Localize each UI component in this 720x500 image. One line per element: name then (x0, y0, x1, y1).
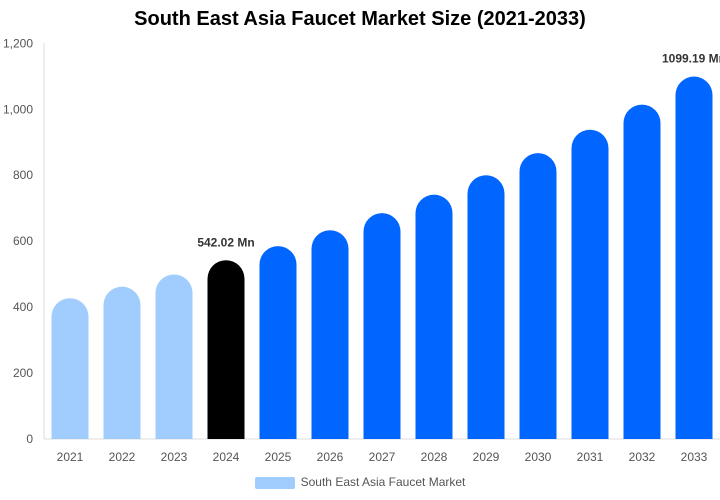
data-label: 542.02 Mn (197, 235, 254, 249)
y-tick-label: 1,000 (3, 102, 33, 116)
x-tick-label: 2029 (473, 450, 500, 464)
x-tick-label: 2027 (369, 450, 396, 464)
y-tick-label: 200 (13, 366, 33, 380)
legend-label: South East Asia Faucet Market (300, 475, 466, 489)
data-label: 1099.19 Mn (662, 52, 720, 66)
x-tick-label: 2023 (161, 450, 188, 464)
y-tick-label: 800 (13, 168, 33, 182)
bar-2028 (415, 194, 453, 439)
y-tick-label: 1,200 (3, 36, 33, 50)
x-tick-label: 2022 (109, 450, 136, 464)
bar-2023 (155, 274, 193, 439)
bar-2024 (207, 260, 245, 439)
bar-2025 (259, 246, 297, 439)
y-tick-label: 0 (26, 432, 33, 446)
bar-2022 (103, 286, 141, 439)
bar-2029 (467, 175, 505, 439)
x-tick-label: 2033 (681, 450, 708, 464)
x-tick-label: 2026 (317, 450, 344, 464)
bar-2030 (519, 153, 557, 440)
legend-swatch (254, 476, 295, 489)
legend[interactable]: South East Asia Faucet Market (0, 475, 720, 489)
y-tick-label: 400 (13, 300, 33, 314)
x-tick-label: 2028 (421, 450, 448, 464)
bar-2031 (571, 129, 609, 439)
chart-title: South East Asia Faucet Market Size (2021… (134, 8, 586, 30)
y-tick-label: 600 (13, 234, 33, 248)
x-tick-label: 2025 (265, 450, 292, 464)
bar-chart: 0 200 400 600 800 1,000 1,200 2021 2022 2023 2024 2… (3, 36, 720, 464)
x-tick-label: 2030 (525, 450, 552, 464)
x-tick-label: 2031 (577, 450, 604, 464)
x-tick-label: 2024 (213, 450, 240, 464)
x-tick-label: 2032 (629, 450, 656, 464)
bar-2026 (311, 230, 349, 439)
bar-2033 (675, 76, 713, 439)
bar-2027 (363, 213, 401, 439)
x-tick-label: 2021 (57, 450, 84, 464)
bar-2021 (51, 298, 89, 439)
bar-2032 (623, 104, 661, 439)
